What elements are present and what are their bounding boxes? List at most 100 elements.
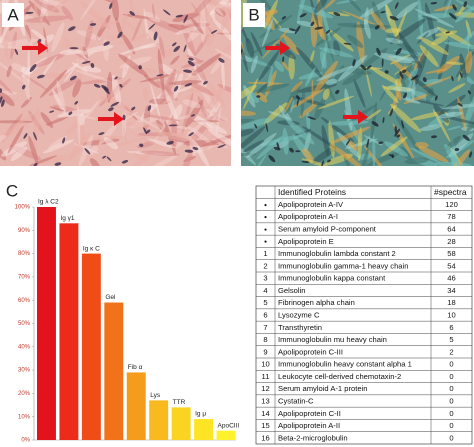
fiber bbox=[20, 67, 33, 75]
fiber bbox=[261, 28, 289, 60]
fiber bbox=[467, 24, 470, 53]
fiber bbox=[189, 136, 196, 157]
fiber bbox=[266, 67, 273, 91]
spectra-count: 0 bbox=[449, 372, 453, 381]
spectra-count: 0 bbox=[449, 360, 453, 369]
nucleus bbox=[109, 2, 113, 10]
fiber bbox=[52, 89, 66, 115]
fiber bbox=[387, 55, 417, 82]
fiber bbox=[413, 99, 445, 107]
fiber bbox=[372, 134, 376, 166]
fiber bbox=[341, 10, 382, 28]
fiber bbox=[447, 125, 462, 131]
fiber bbox=[301, 158, 331, 166]
nucleus bbox=[366, 65, 372, 70]
fiber bbox=[41, 34, 55, 45]
nucleus bbox=[401, 120, 405, 129]
nucleus bbox=[321, 160, 324, 166]
row-index: ● bbox=[264, 227, 267, 233]
row-index: 7 bbox=[263, 323, 267, 332]
row-index: ● bbox=[264, 215, 267, 221]
protein-name: Apolipoprotein A-II bbox=[278, 421, 340, 430]
fiber bbox=[435, 30, 458, 37]
fiber bbox=[241, 84, 257, 103]
fiber bbox=[221, 56, 225, 90]
fiber bbox=[34, 52, 66, 68]
nucleus bbox=[68, 26, 76, 32]
fiber bbox=[398, 32, 423, 69]
fiber bbox=[122, 126, 128, 146]
nucleus bbox=[69, 75, 77, 81]
fiber bbox=[207, 128, 231, 152]
nucleus bbox=[463, 1, 468, 8]
fiber bbox=[190, 115, 228, 134]
fiber bbox=[207, 81, 226, 108]
nucleus bbox=[256, 95, 261, 98]
nucleus bbox=[422, 77, 427, 83]
bar-label: ApoCIII bbox=[218, 422, 240, 429]
row-index: 4 bbox=[263, 286, 267, 295]
nucleus bbox=[89, 23, 97, 26]
protein-name: Immunoglobulin mu heavy chain bbox=[278, 335, 387, 344]
fiber bbox=[182, 99, 201, 109]
fiber bbox=[25, 15, 69, 23]
protein-name: Beta-2-microglobulin bbox=[278, 433, 348, 442]
fiber bbox=[347, 34, 364, 48]
fiber bbox=[264, 9, 278, 16]
fiber bbox=[329, 29, 354, 52]
fiber bbox=[43, 139, 74, 154]
spectra-count: 0 bbox=[449, 384, 453, 393]
nucleus bbox=[93, 83, 101, 88]
nucleus bbox=[430, 1, 438, 5]
nucleus bbox=[183, 44, 187, 53]
bar-label: Ig κ C bbox=[83, 245, 100, 252]
annotations: A B C bbox=[2, 3, 368, 200]
y-tick-label: 0% bbox=[21, 438, 30, 444]
fiber bbox=[417, 0, 423, 37]
spectra-count: 10 bbox=[447, 311, 455, 320]
nucleus bbox=[0, 88, 3, 93]
row-index: 11 bbox=[262, 372, 270, 381]
fiber bbox=[291, 96, 327, 107]
fiber bbox=[250, 55, 258, 74]
fiber bbox=[0, 134, 7, 143]
bar-label: Gel bbox=[105, 294, 116, 301]
fiber bbox=[78, 100, 100, 125]
fiber bbox=[444, 41, 474, 50]
nucleus bbox=[217, 144, 226, 148]
nucleus bbox=[396, 134, 401, 138]
bar bbox=[216, 430, 236, 440]
fiber bbox=[247, 90, 260, 103]
arrow bbox=[265, 41, 290, 55]
protein-name: Leukocyte cell-derived chemotaxin-2 bbox=[278, 372, 401, 381]
row-index: 3 bbox=[263, 274, 267, 283]
nucleus bbox=[33, 131, 37, 141]
row-index: 12 bbox=[261, 384, 269, 393]
nucleus bbox=[394, 125, 398, 134]
nucleus bbox=[119, 83, 123, 88]
fiber bbox=[410, 111, 446, 121]
fiber bbox=[214, 48, 231, 63]
fiber bbox=[84, 20, 121, 33]
nucleus bbox=[376, 47, 381, 56]
nucleus bbox=[166, 140, 174, 145]
protein-name: Immunoglobulin kappa constant bbox=[278, 274, 386, 283]
y-tick-label: 90% bbox=[18, 228, 31, 234]
bar-label: Lys bbox=[150, 392, 161, 399]
nucleus bbox=[84, 147, 91, 155]
fiber bbox=[210, 35, 231, 67]
bar bbox=[59, 223, 79, 440]
nucleus bbox=[102, 155, 106, 159]
nucleus bbox=[395, 47, 402, 56]
bar-label: Ig γ1 bbox=[60, 215, 74, 222]
spectra-count: 0 bbox=[449, 397, 453, 406]
fiber bbox=[241, 17, 249, 44]
fiber bbox=[390, 103, 422, 133]
nucleus bbox=[434, 95, 438, 101]
y-tick-label: 80% bbox=[18, 251, 31, 257]
nucleus bbox=[389, 108, 394, 117]
fiber bbox=[445, 61, 464, 65]
fiber bbox=[246, 132, 277, 158]
fiber bbox=[436, 55, 460, 74]
nucleus bbox=[0, 96, 3, 106]
